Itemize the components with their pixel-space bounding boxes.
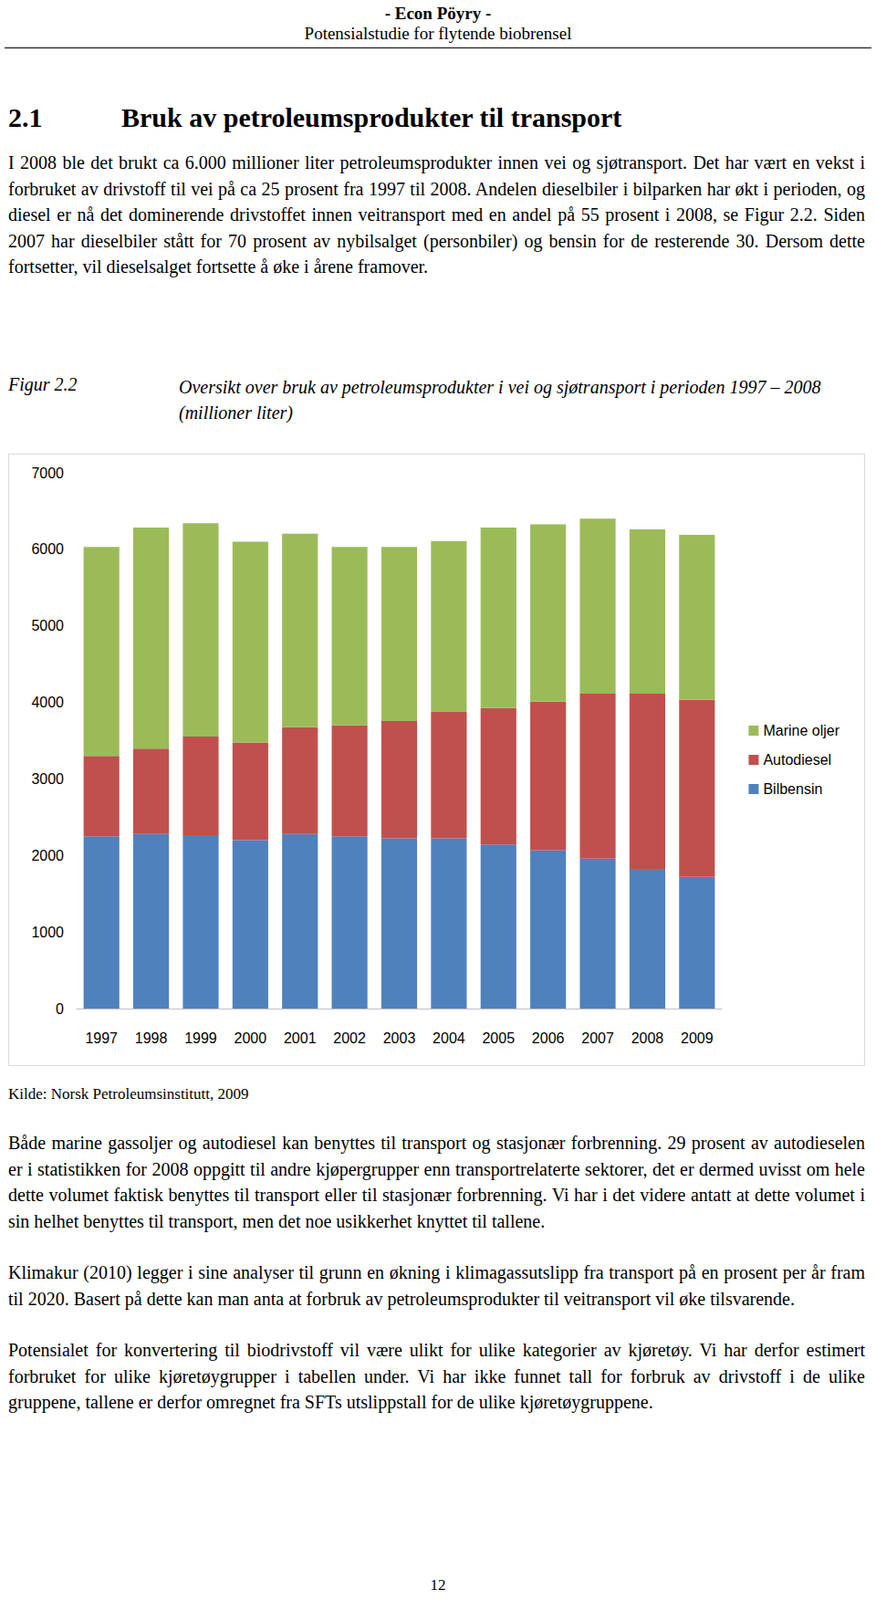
svg-text:7000: 7000 xyxy=(31,465,64,481)
svg-text:2009: 2009 xyxy=(680,1030,714,1046)
svg-text:3000: 3000 xyxy=(31,771,64,787)
svg-text:1999: 1999 xyxy=(184,1030,218,1046)
svg-text:0: 0 xyxy=(55,1001,64,1017)
html-text:Både marine gassoljer og autod: Både marine gassoljer og autodiesel kan … xyxy=(8,1132,866,1231)
svg-text:4000: 4000 xyxy=(31,694,64,710)
svg-text:2007: 2007 xyxy=(581,1030,615,1046)
html-text:Bruk av petroleumsprodukter ti: Bruk av petroleumsprodukter til transpor… xyxy=(121,102,622,133)
svg-text:2008: 2008 xyxy=(631,1030,665,1046)
svg-text:Bilbensin: Bilbensin xyxy=(762,781,823,797)
svg-text:2002: 2002 xyxy=(333,1030,366,1046)
svg-text:2000: 2000 xyxy=(234,1030,268,1046)
svg-text:1997: 1997 xyxy=(84,1030,118,1046)
svg-text:2004: 2004 xyxy=(432,1030,466,1046)
svg-text:2000: 2000 xyxy=(31,847,64,864)
html-text:Potensialet for konvertering t: Potensialet for konvertering til biodriv… xyxy=(8,1339,866,1412)
svg-text:Autodiesel: Autodiesel xyxy=(762,751,832,768)
html-text:Klimakur (2010) legger i sine: Klimakur (2010) legger i sine analyser t… xyxy=(8,1261,866,1309)
html-text:- Econ Pöyry -: - Econ Pöyry - xyxy=(384,3,492,23)
svg-text:2003: 2003 xyxy=(383,1030,417,1046)
html-text:12: 12 xyxy=(430,1575,446,1594)
html-text:I 2008 ble det brukt ca 6.000: I 2008 ble det brukt ca 6.000 millioner … xyxy=(8,152,866,277)
svg-text:1998: 1998 xyxy=(135,1030,168,1046)
svg-text:Marine oljer: Marine oljer xyxy=(762,722,840,739)
svg-text:2005: 2005 xyxy=(481,1030,515,1046)
svg-text:1000: 1000 xyxy=(31,924,64,940)
html-text:2.1: 2.1 xyxy=(8,102,43,133)
svg-text:2001: 2001 xyxy=(283,1030,317,1046)
svg-text:5000: 5000 xyxy=(31,617,64,634)
html-text:Figur 2.2: Figur 2.2 xyxy=(8,374,78,395)
html-text:Oversikt over bruk av petroleu: Oversikt over bruk av petroleumsprodukte… xyxy=(178,376,821,423)
svg-text:2006: 2006 xyxy=(531,1030,565,1046)
svg-text:6000: 6000 xyxy=(31,541,64,557)
html-text:Potensialstudie for flytende b: Potensialstudie for flytende biobrensel xyxy=(304,23,572,43)
html-text:Kilde: Norsk Petroleumsinstitu: Kilde: Norsk Petroleumsinstitutt, 2009 xyxy=(8,1084,249,1103)
